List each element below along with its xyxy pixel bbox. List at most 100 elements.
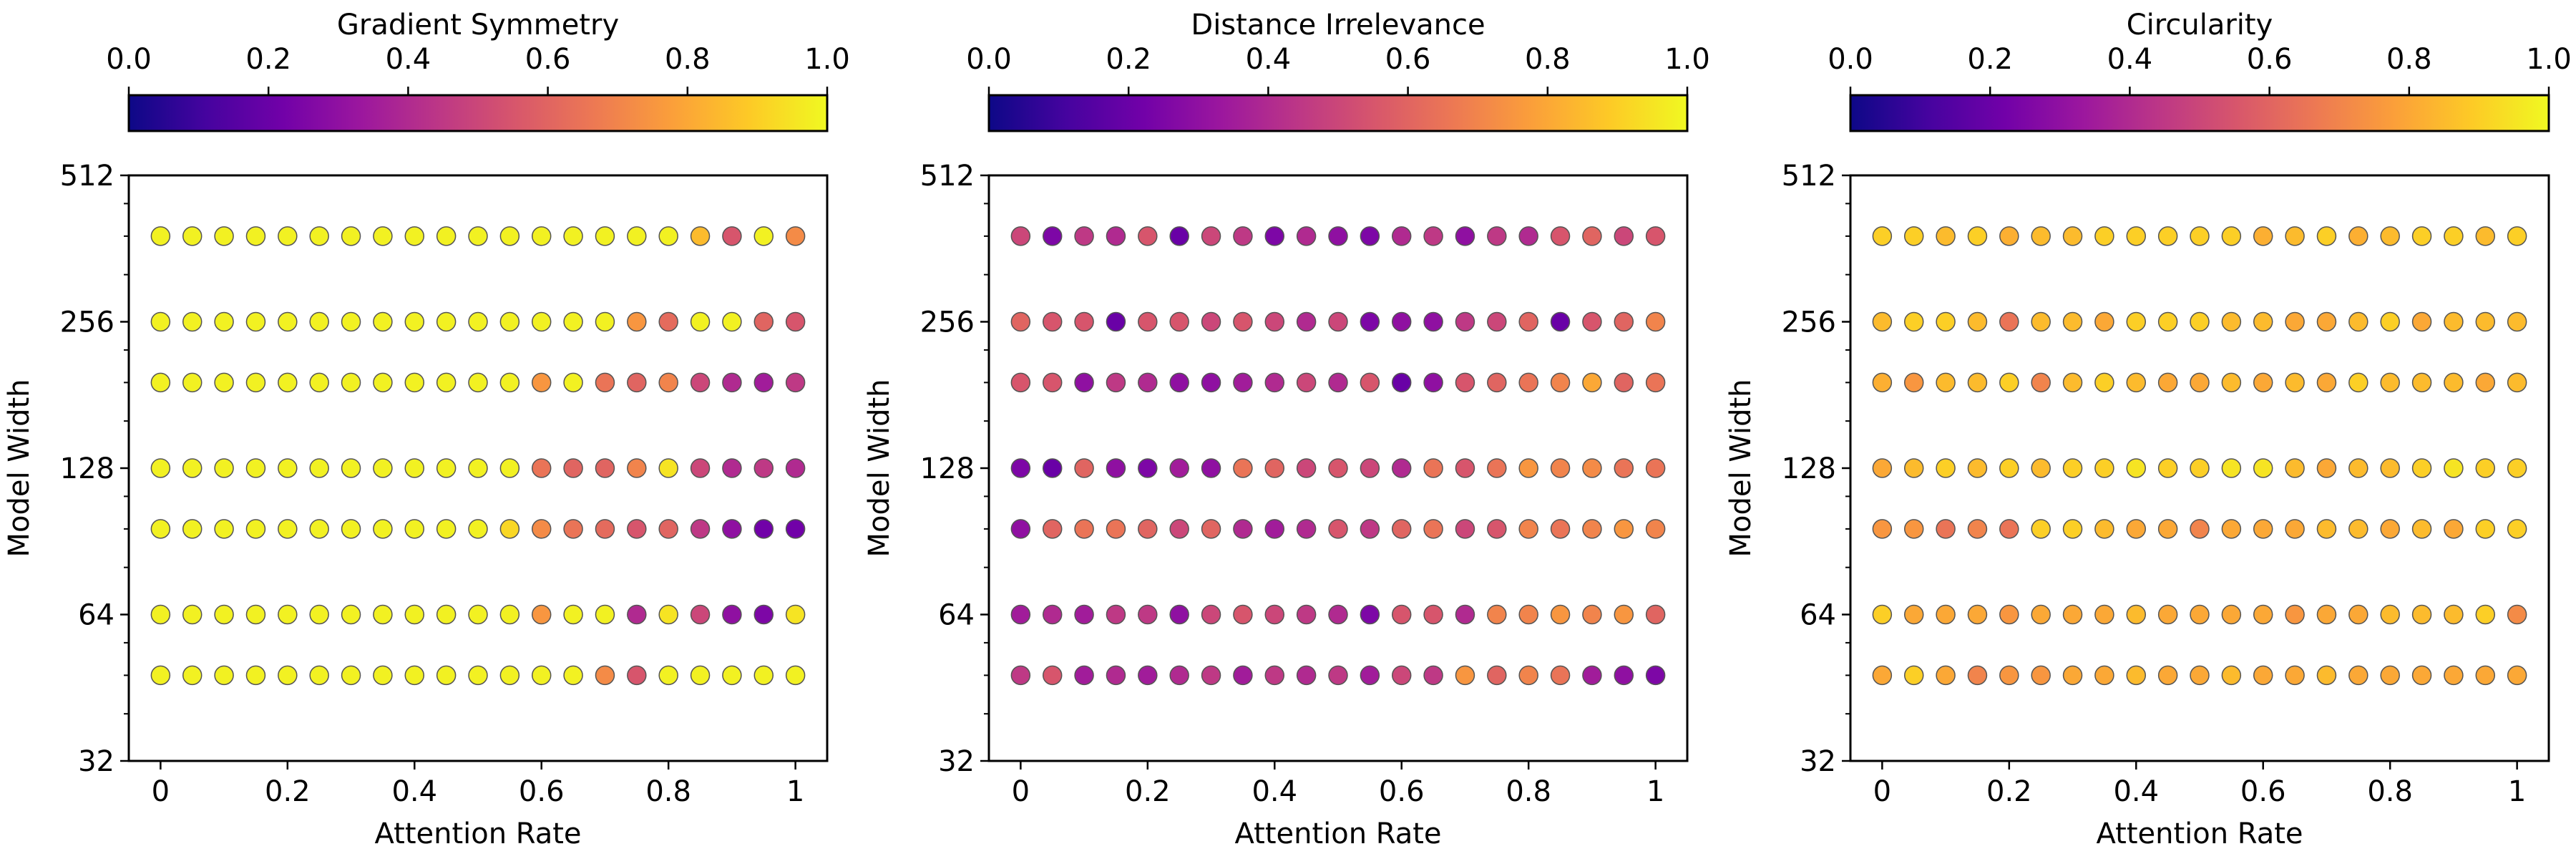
data-point bbox=[309, 372, 329, 393]
data-point bbox=[1360, 311, 1380, 332]
data-point bbox=[404, 372, 425, 393]
data-point bbox=[1518, 604, 1538, 625]
data-point bbox=[468, 604, 488, 625]
data-point bbox=[1074, 458, 1094, 478]
data-point bbox=[2316, 226, 2337, 246]
data-point bbox=[1582, 665, 1602, 686]
data-point bbox=[1903, 604, 1924, 625]
data-point bbox=[499, 519, 520, 539]
data-point bbox=[1614, 604, 1634, 625]
colorbar-tick-label: 0.8 bbox=[1525, 43, 1571, 76]
colorbar-tick-label: 1.0 bbox=[1664, 43, 1710, 76]
data-point bbox=[2031, 458, 2051, 478]
data-point bbox=[1645, 226, 1666, 246]
x-tick-label: 0.8 bbox=[2367, 775, 2413, 808]
data-point bbox=[1074, 665, 1094, 686]
data-point bbox=[1042, 519, 1063, 539]
data-point bbox=[753, 604, 774, 625]
data-point bbox=[1645, 458, 1666, 478]
data-point bbox=[2253, 519, 2273, 539]
data-point bbox=[1936, 458, 1956, 478]
data-point bbox=[468, 458, 488, 478]
data-point bbox=[1550, 372, 1571, 393]
data-point bbox=[1233, 372, 1253, 393]
data-point bbox=[1423, 226, 1443, 246]
data-point bbox=[1201, 604, 1221, 625]
data-point bbox=[1967, 226, 1988, 246]
data-point bbox=[2285, 604, 2305, 625]
colorbar bbox=[1849, 94, 2550, 132]
data-point bbox=[1614, 372, 1634, 393]
x-tick-label: 0.2 bbox=[1125, 775, 1171, 808]
data-point bbox=[2031, 311, 2051, 332]
data-point bbox=[2316, 519, 2337, 539]
data-point bbox=[2475, 372, 2496, 393]
data-point bbox=[2411, 311, 2432, 332]
data-point bbox=[1391, 372, 1412, 393]
data-point bbox=[785, 519, 806, 539]
data-point bbox=[309, 604, 329, 625]
data-point bbox=[1903, 519, 1924, 539]
data-point bbox=[341, 604, 361, 625]
data-point bbox=[1042, 604, 1063, 625]
data-point bbox=[1106, 665, 1126, 686]
data-point bbox=[2411, 372, 2432, 393]
data-point bbox=[1074, 519, 1094, 539]
scatter-points bbox=[150, 226, 806, 686]
data-point bbox=[2126, 226, 2147, 246]
data-point bbox=[2126, 372, 2147, 393]
y-axis-label: Model Width bbox=[863, 379, 896, 557]
data-point bbox=[1042, 226, 1063, 246]
data-point bbox=[1487, 604, 1507, 625]
data-point bbox=[309, 665, 329, 686]
y-tick-label: 64 bbox=[1800, 599, 1836, 632]
data-point bbox=[2444, 458, 2464, 478]
data-point bbox=[531, 519, 552, 539]
data-point bbox=[1999, 226, 2019, 246]
y-tick-label: 256 bbox=[920, 306, 975, 339]
data-point bbox=[1264, 604, 1285, 625]
data-point bbox=[690, 372, 711, 393]
data-point bbox=[690, 604, 711, 625]
data-point bbox=[2031, 519, 2051, 539]
data-point bbox=[1391, 519, 1412, 539]
data-point bbox=[2411, 226, 2432, 246]
data-point bbox=[753, 372, 774, 393]
y-axis-label: Model Width bbox=[3, 379, 36, 557]
data-point bbox=[1455, 604, 1475, 625]
y-tick-label: 64 bbox=[78, 599, 114, 632]
data-point bbox=[1903, 458, 1924, 478]
data-point bbox=[2253, 458, 2273, 478]
data-point bbox=[2444, 604, 2464, 625]
data-point bbox=[436, 226, 457, 246]
data-point bbox=[722, 372, 742, 393]
data-point bbox=[2221, 372, 2242, 393]
colorbar bbox=[127, 94, 829, 132]
data-point bbox=[2348, 311, 2368, 332]
x-tick-label: 0 bbox=[152, 775, 170, 808]
data-point bbox=[1106, 226, 1126, 246]
data-point bbox=[182, 665, 203, 686]
data-point bbox=[2190, 604, 2210, 625]
chart-panel-3: Circularity 0.0 0.2 0.4 0.6 0.8 1.0 0 0.2 0.4 0.6 0… bbox=[1724, 9, 2572, 850]
data-point bbox=[1967, 519, 1988, 539]
data-point bbox=[531, 665, 552, 686]
data-point bbox=[1201, 226, 1221, 246]
data-point bbox=[1106, 604, 1126, 625]
data-point bbox=[436, 519, 457, 539]
data-point bbox=[1010, 665, 1031, 686]
data-point bbox=[373, 604, 393, 625]
data-point bbox=[2221, 665, 2242, 686]
data-point bbox=[278, 226, 298, 246]
data-point bbox=[373, 372, 393, 393]
colorbar-title: Circularity bbox=[2127, 9, 2273, 42]
data-point bbox=[1074, 372, 1094, 393]
data-point bbox=[278, 665, 298, 686]
data-point bbox=[1455, 311, 1475, 332]
x-tick-label: 0.4 bbox=[2113, 775, 2159, 808]
data-point bbox=[563, 226, 583, 246]
data-point bbox=[150, 372, 171, 393]
data-point bbox=[2507, 519, 2527, 539]
data-point bbox=[1042, 372, 1063, 393]
y-tick-label: 256 bbox=[60, 306, 114, 339]
